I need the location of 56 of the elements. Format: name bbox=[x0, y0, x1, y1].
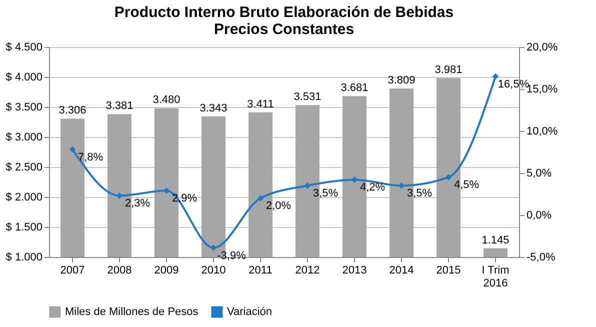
x-tick-label: 2010 bbox=[201, 264, 226, 276]
data-label: -3,9% bbox=[217, 250, 246, 262]
data-label: 2,3% bbox=[124, 198, 150, 210]
x-tick-label: 2015 bbox=[436, 264, 461, 276]
y-tick-label: $ 4.000 bbox=[6, 72, 42, 84]
y-tick-label: $ 2.500 bbox=[6, 162, 42, 174]
data-label: 4,2% bbox=[360, 182, 386, 194]
data-label: 3.343 bbox=[200, 102, 228, 114]
data-label: 3.306 bbox=[58, 104, 86, 117]
data-label: 1.145 bbox=[482, 234, 510, 246]
data-label: 3.981 bbox=[434, 64, 462, 76]
point bbox=[445, 174, 452, 180]
data-label: 2,0% bbox=[266, 200, 292, 212]
data-label: 7,8% bbox=[78, 151, 104, 164]
point bbox=[69, 146, 76, 153]
y-tick-label: $ 3.000 bbox=[6, 132, 42, 144]
x-tick-label: 2011 bbox=[248, 264, 272, 276]
y-tick-label: $ 1.000 bbox=[6, 252, 42, 264]
y2-tick-label: 0,0% bbox=[526, 210, 552, 222]
data-label: 4,5% bbox=[454, 179, 480, 192]
x-tick-label: I Trim 2016 bbox=[482, 264, 510, 290]
x-tick-label: 2007 bbox=[60, 264, 85, 276]
y2-tick-label: -5,0% bbox=[526, 252, 556, 264]
point bbox=[257, 195, 264, 202]
x-tick-label: 2008 bbox=[107, 264, 132, 276]
x-tick-label: 2012 bbox=[295, 264, 320, 276]
data-label: 3.480 bbox=[152, 94, 180, 106]
y2-tick-label: 5,0% bbox=[526, 168, 552, 180]
x-tick-label: 2013 bbox=[342, 264, 367, 276]
x-tick-label: 2009 bbox=[154, 264, 179, 276]
data-label: 3.381 bbox=[106, 100, 134, 112]
point bbox=[398, 182, 405, 189]
data-label: 3.531 bbox=[294, 91, 322, 104]
y-tick-label: $ 3.500 bbox=[6, 102, 42, 114]
y-tick-label: $ 1.500 bbox=[6, 222, 42, 234]
legend-label: Variación bbox=[227, 306, 272, 318]
y2-tick-label: 20,0% bbox=[526, 42, 558, 54]
data-label: 3.411 bbox=[247, 98, 274, 110]
point bbox=[116, 192, 123, 199]
point bbox=[210, 244, 217, 251]
data-label: 16,5% bbox=[498, 78, 530, 90]
legend-label: Miles de Millones de Pesos bbox=[65, 306, 199, 318]
y2-tick-label: 10,0% bbox=[526, 126, 558, 138]
y2-tick-label: 15,0% bbox=[526, 84, 558, 96]
point bbox=[163, 187, 170, 194]
y-tick-label: $ 2.000 bbox=[6, 192, 42, 204]
data-label: 3.809 bbox=[388, 74, 416, 86]
point bbox=[492, 73, 499, 80]
y-tick-label: $ 4.500 bbox=[6, 42, 42, 54]
chart-title: Producto Interno Bruto Elaboración de Bebidas Precios Constantes bbox=[114, 4, 454, 38]
data-label: 3,5% bbox=[406, 188, 432, 200]
data-label: 3,5% bbox=[312, 188, 338, 200]
point bbox=[351, 176, 358, 183]
point bbox=[304, 182, 311, 189]
data-label: 3.681 bbox=[340, 82, 368, 94]
x-tick-label: 2014 bbox=[389, 264, 414, 276]
